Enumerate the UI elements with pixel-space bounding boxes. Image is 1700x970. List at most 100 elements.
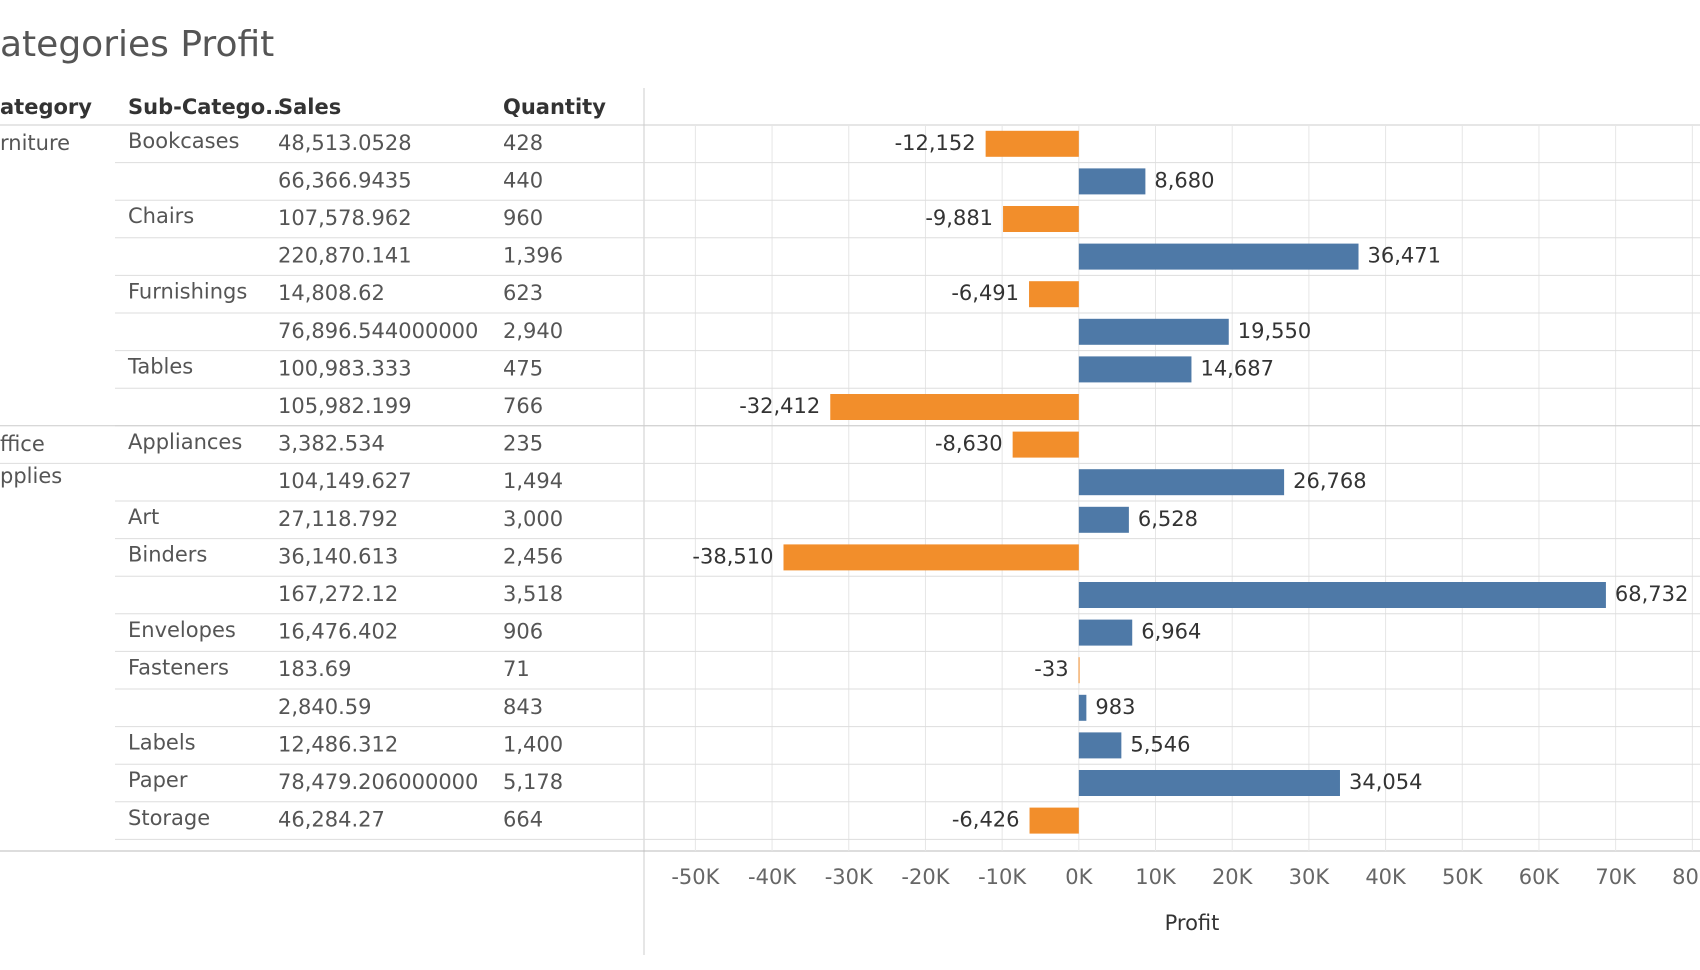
quantity-cell: 1,400 <box>503 732 563 756</box>
sales-cell: 16,476.402 <box>278 620 398 644</box>
value-label: -32,412 <box>739 394 820 418</box>
chart-title: ategories Profit <box>0 24 274 65</box>
column-header: Sales <box>278 95 341 119</box>
sub-category-label: Tables <box>127 355 193 379</box>
value-label: 68,732 <box>1615 582 1688 606</box>
value-label: 8,680 <box>1154 168 1214 192</box>
x-tick-label: 60K <box>1519 865 1561 889</box>
value-label: 36,471 <box>1368 244 1441 268</box>
quantity-cell: 1,396 <box>503 244 563 268</box>
value-label: -38,510 <box>692 544 773 568</box>
value-label: -33 <box>1034 657 1068 681</box>
x-tick-label: -40K <box>748 865 797 889</box>
sub-category-label: Furnishings <box>128 279 247 303</box>
x-tick-label: -20K <box>901 865 950 889</box>
quantity-cell: 960 <box>503 206 543 230</box>
quantity-cell: 440 <box>503 168 543 192</box>
bar <box>1029 281 1079 308</box>
bar <box>1003 206 1079 232</box>
value-label: -9,881 <box>925 206 993 230</box>
bar <box>783 544 1079 571</box>
bar <box>1078 619 1133 646</box>
bar <box>1078 356 1192 383</box>
x-tick-label: 10K <box>1135 865 1177 889</box>
x-tick-label: 40K <box>1365 865 1407 889</box>
bar <box>1029 807 1079 834</box>
x-tick-label: 30K <box>1289 865 1331 889</box>
bar <box>1078 732 1122 759</box>
sub-category-label: Labels <box>128 731 196 755</box>
value-label: -8,630 <box>935 432 1003 456</box>
column-header: Quantity <box>503 95 606 119</box>
bar <box>985 130 1079 157</box>
quantity-cell: 5,178 <box>503 770 563 794</box>
bar <box>1078 506 1129 533</box>
sales-cell: 167,272.12 <box>278 582 398 606</box>
quantity-cell: 1,494 <box>503 469 563 493</box>
sales-cell: 2,840.59 <box>278 695 372 719</box>
bar <box>1078 657 1080 684</box>
bar <box>1078 694 1087 721</box>
sales-cell: 14,808.62 <box>278 281 385 305</box>
bar <box>1078 168 1146 195</box>
value-label: 983 <box>1095 695 1135 719</box>
quantity-cell: 235 <box>503 432 543 456</box>
x-tick-label: 0K <box>1065 865 1093 889</box>
value-label: 6,528 <box>1138 507 1198 531</box>
sub-category-label: Fasteners <box>128 655 229 679</box>
sub-category-label: Bookcases <box>128 129 239 153</box>
quantity-cell: 71 <box>503 657 530 681</box>
sub-category-label: Storage <box>128 806 210 830</box>
x-tick-label: 80K <box>1672 865 1700 889</box>
value-label: -6,491 <box>951 281 1019 305</box>
x-axis-label: Profit <box>1165 911 1220 935</box>
value-label: -6,426 <box>952 808 1020 832</box>
quantity-cell: 766 <box>503 394 543 418</box>
x-tick-label: 50K <box>1442 865 1484 889</box>
bar <box>1078 243 1359 270</box>
sales-cell: 48,513.0528 <box>278 131 412 155</box>
sales-cell: 220,870.141 <box>278 244 412 268</box>
x-tick-label: 70K <box>1595 865 1637 889</box>
sales-cell: 183.69 <box>278 657 351 681</box>
sales-cell: 76,896.544000000 <box>278 319 478 343</box>
sub-category-label: Binders <box>128 543 207 567</box>
sales-cell: 27,118.792 <box>278 507 398 531</box>
sales-cell: 36,140.613 <box>278 544 398 568</box>
sales-cell: 66,366.9435 <box>278 168 412 192</box>
quantity-cell: 3,518 <box>503 582 563 606</box>
value-label: 5,546 <box>1130 732 1190 756</box>
value-label: 34,054 <box>1349 770 1422 794</box>
quantity-cell: 428 <box>503 131 543 155</box>
value-label: 6,964 <box>1141 620 1201 644</box>
category-label: rniture <box>0 131 71 155</box>
x-tick-label: -50K <box>671 865 720 889</box>
sales-cell: 46,284.27 <box>278 808 385 832</box>
sales-cell: 78,479.206000000 <box>278 770 478 794</box>
quantity-cell: 664 <box>503 808 543 832</box>
sub-category-label: Appliances <box>128 430 242 454</box>
value-label: -12,152 <box>895 131 976 155</box>
bar <box>1078 770 1340 796</box>
sub-category-label: Art <box>128 505 159 529</box>
bar <box>1078 469 1285 496</box>
quantity-cell: 623 <box>503 281 543 305</box>
sub-category-label: Envelopes <box>128 618 236 642</box>
sales-cell: 100,983.333 <box>278 356 412 380</box>
sub-category-label: Paper <box>128 768 188 792</box>
quantity-cell: 3,000 <box>503 507 563 531</box>
bar <box>1012 431 1079 458</box>
sales-cell: 105,982.199 <box>278 394 412 418</box>
x-tick-label: -10K <box>978 865 1027 889</box>
quantity-cell: 906 <box>503 620 543 644</box>
quantity-cell: 475 <box>503 356 543 380</box>
value-label: 26,768 <box>1293 469 1366 493</box>
category-label: ffice pplies <box>0 431 63 488</box>
bar <box>1078 582 1606 608</box>
quantity-cell: 2,456 <box>503 544 563 568</box>
x-tick-label: -30K <box>825 865 874 889</box>
value-label: 14,687 <box>1200 356 1273 380</box>
quantity-cell: 2,940 <box>503 319 563 343</box>
